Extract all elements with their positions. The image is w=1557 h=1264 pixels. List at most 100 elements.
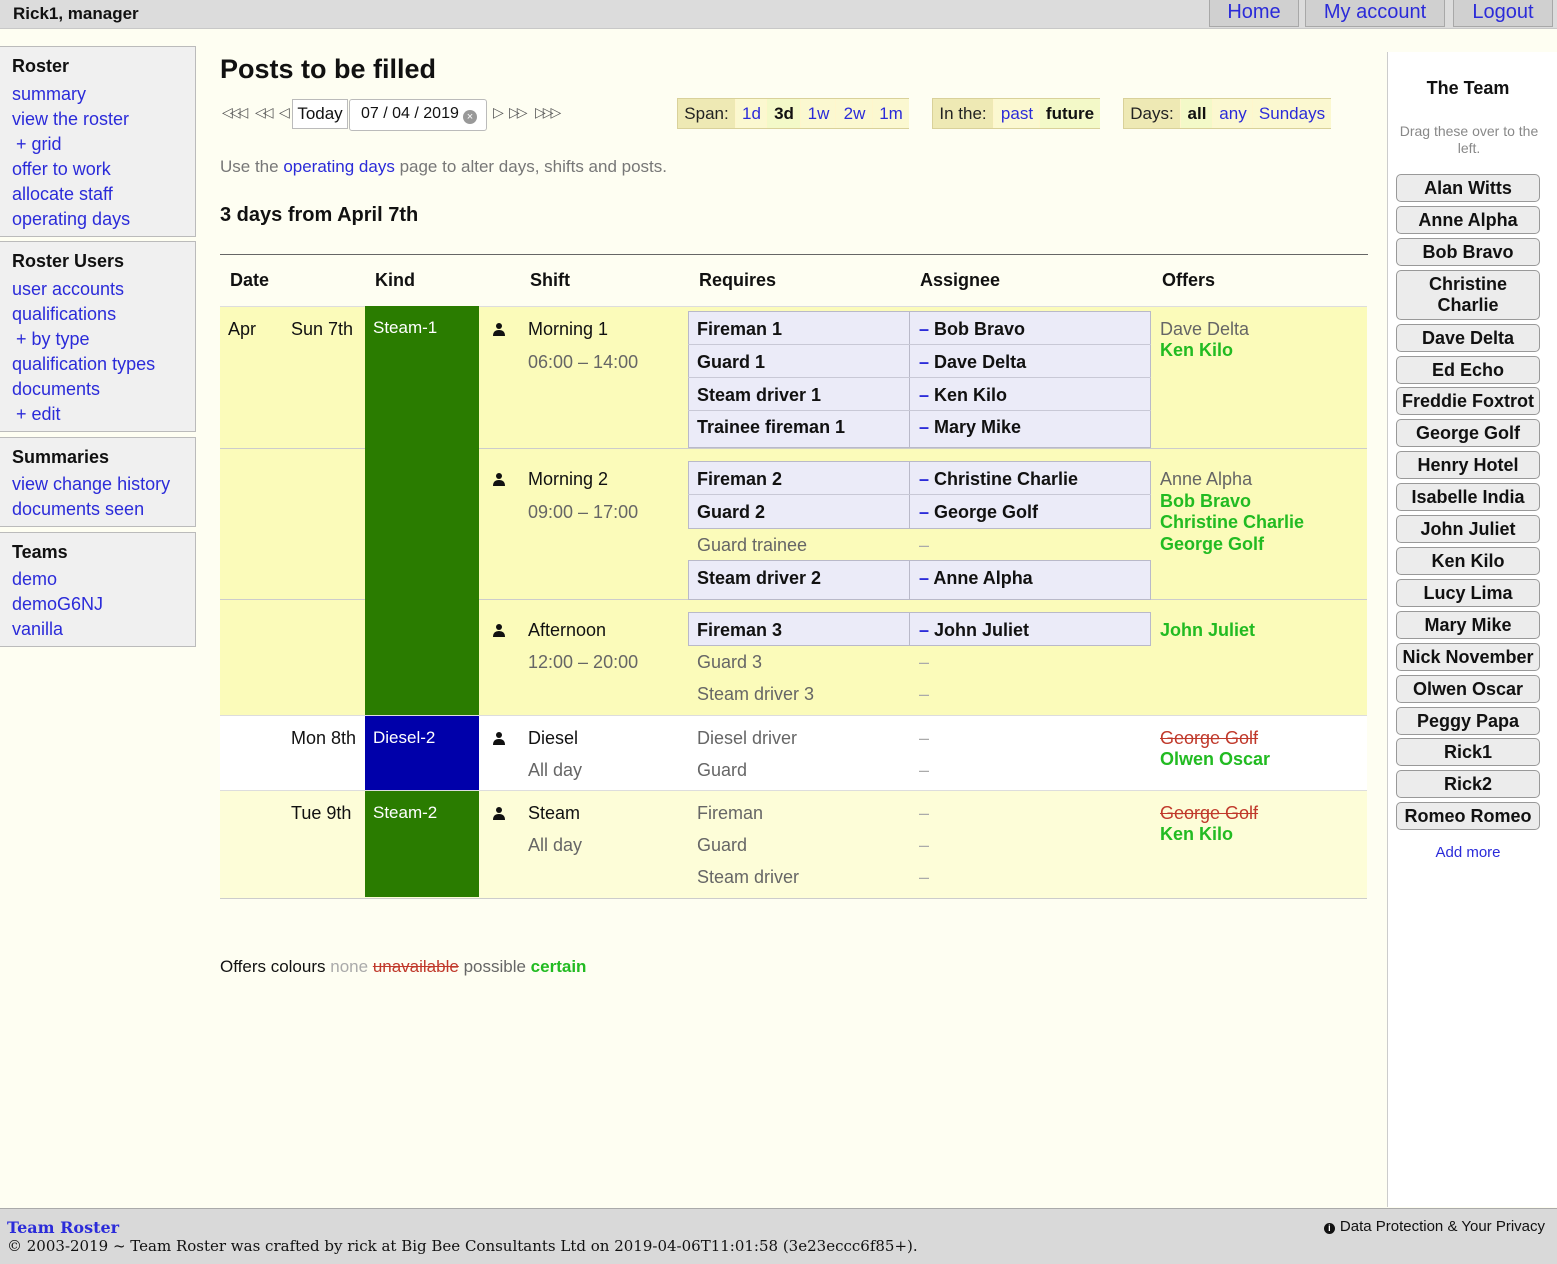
back-day-icon[interactable]: ◁ (279, 104, 290, 120)
assignee[interactable]: – Mary Mike (919, 417, 1021, 438)
days-any[interactable]: any (1212, 99, 1253, 128)
team-member[interactable]: Romeo Romeo (1396, 802, 1540, 830)
empty-assignee[interactable]: – (919, 535, 930, 555)
offer-certain[interactable]: Christine Charlie (1160, 512, 1305, 532)
offer-certain[interactable]: Ken Kilo (1160, 824, 1234, 844)
home-button[interactable]: Home (1209, 0, 1299, 27)
team-member[interactable]: Peggy Papa (1396, 707, 1540, 735)
span-1d[interactable]: 1d (735, 99, 767, 128)
sidebar-item-team-demog6nj[interactable]: demoG6NJ (12, 594, 104, 614)
inthe-future[interactable]: future (1039, 99, 1100, 128)
privacy-link[interactable]: i Data Protection & Your Privacy (1323, 1218, 1545, 1235)
span-1m[interactable]: 1m (872, 99, 909, 128)
span-3d[interactable]: 3d (766, 99, 801, 128)
team-member[interactable]: Christine Charlie (1396, 270, 1540, 320)
sidebar-item-grid[interactable]: + grid (16, 134, 62, 154)
offer-possible[interactable]: Dave Delta (1160, 319, 1250, 339)
back-month-icon[interactable]: ◁◁◁ (222, 104, 248, 120)
team-member[interactable]: Freddie Foxtrot (1396, 387, 1540, 415)
kind-steam-2[interactable]: Steam-2 (365, 791, 479, 897)
empty-assignee[interactable]: – (919, 684, 930, 704)
empty-assignee[interactable]: – (919, 835, 930, 855)
team-member[interactable]: Mary Mike (1396, 611, 1540, 639)
shift-name[interactable]: Morning 1 (528, 319, 609, 339)
team-member[interactable]: Rick2 (1396, 770, 1540, 798)
hint-pre: Use the (220, 157, 284, 176)
days-sundays[interactable]: Sundays (1252, 99, 1331, 128)
forward-day-icon[interactable]: ▷ (493, 104, 504, 120)
kind-steam-1[interactable]: Steam-1 (365, 306, 479, 715)
sidebar-item-documents[interactable]: documents (12, 379, 101, 399)
sidebar-item-operating-days[interactable]: operating days (12, 209, 131, 229)
assignee[interactable]: – John Juliet (919, 620, 1029, 641)
kind-diesel-2[interactable]: Diesel-2 (365, 716, 479, 790)
team-member[interactable]: Alan Witts (1396, 174, 1540, 202)
sidebar-item-allocate-staff[interactable]: allocate staff (12, 184, 113, 204)
forward-month-icon[interactable]: ▷▷▷ (535, 104, 561, 120)
offer-certain[interactable]: John Juliet (1160, 620, 1256, 640)
back-week-icon[interactable]: ◁◁ (255, 104, 273, 120)
offer-certain[interactable]: George Golf (1160, 534, 1265, 554)
team-member[interactable]: Olwen Oscar (1396, 675, 1540, 703)
assignee[interactable]: – Bob Bravo (919, 319, 1025, 340)
inthe-past[interactable]: past (993, 99, 1040, 128)
sidebar-item-offer-to-work[interactable]: offer to work (12, 159, 111, 179)
span-2w[interactable]: 2w (835, 99, 873, 128)
empty-assignee[interactable]: – (919, 803, 930, 823)
team-member[interactable]: Dave Delta (1396, 324, 1540, 352)
shift-name[interactable]: Afternoon (528, 620, 607, 640)
offer-certain[interactable]: Olwen Oscar (1160, 749, 1271, 769)
sidebar-item-change-history[interactable]: view change history (12, 474, 171, 494)
sidebar-item-documents-seen[interactable]: documents seen (12, 499, 145, 519)
shift-name[interactable]: Morning 2 (528, 469, 609, 489)
empty-assignee[interactable]: – (919, 867, 930, 887)
clear-date-icon[interactable]: × (463, 110, 477, 124)
sidebar-item-view-roster[interactable]: view the roster (12, 109, 130, 129)
team-member[interactable]: Rick1 (1396, 738, 1540, 766)
offer-certain[interactable]: Ken Kilo (1160, 340, 1234, 360)
empty-assignee[interactable]: – (919, 652, 930, 672)
days-all[interactable]: all (1180, 99, 1213, 128)
sidebar-item-qualification-types[interactable]: qualification types (12, 354, 156, 374)
team-member[interactable]: Anne Alpha (1396, 206, 1540, 234)
forward-week-icon[interactable]: ▷▷ (509, 104, 527, 120)
sidebar-item-qualifications[interactable]: qualifications (12, 304, 117, 324)
team-member[interactable]: Ed Echo (1396, 356, 1540, 384)
assignee[interactable]: – Anne Alpha (919, 568, 1033, 589)
sidebar-item-by-type[interactable]: + by type (16, 329, 90, 349)
sidebar-item-team-vanilla[interactable]: vanilla (12, 619, 64, 639)
team-member[interactable]: Ken Kilo (1396, 547, 1540, 575)
offer-unavailable[interactable]: George Golf (1160, 728, 1259, 748)
footer-brand-link[interactable]: Team Roster (7, 1218, 120, 1237)
sidebar-item-user-accounts[interactable]: user accounts (12, 279, 125, 299)
shift-name[interactable]: Steam (528, 803, 581, 823)
team-member[interactable]: Lucy Lima (1396, 579, 1540, 607)
kind-label: Steam-2 (373, 803, 438, 822)
team-member[interactable]: Henry Hotel (1396, 451, 1540, 479)
team-member[interactable]: Bob Bravo (1396, 238, 1540, 266)
assignee[interactable]: – George Golf (919, 502, 1038, 523)
add-more-link[interactable]: Add more (1435, 844, 1501, 861)
my-account-button[interactable]: My account (1305, 0, 1445, 27)
sidebar-item-team-demo[interactable]: demo (12, 569, 58, 589)
sidebar-item-summary[interactable]: summary (12, 84, 87, 104)
sidebar-item-edit[interactable]: + edit (16, 404, 61, 424)
team-member[interactable]: John Juliet (1396, 515, 1540, 543)
team-member[interactable]: Nick November (1396, 643, 1540, 671)
column-divider (909, 311, 910, 448)
offer-certain[interactable]: Bob Bravo (1160, 491, 1252, 511)
offer-possible[interactable]: Anne Alpha (1160, 469, 1253, 489)
offer-unavailable[interactable]: George Golf (1160, 803, 1259, 823)
empty-assignee[interactable]: – (919, 760, 930, 780)
assignee[interactable]: – Dave Delta (919, 352, 1026, 373)
team-member[interactable]: Isabelle India (1396, 483, 1540, 511)
team-member[interactable]: George Golf (1396, 419, 1540, 447)
assignee[interactable]: – Ken Kilo (919, 385, 1007, 406)
empty-assignee[interactable]: – (919, 728, 930, 748)
today-button[interactable]: Today (292, 99, 348, 129)
logout-button[interactable]: Logout (1453, 0, 1553, 27)
operating-days-link[interactable]: operating days (283, 157, 395, 176)
assignee[interactable]: – Christine Charlie (919, 469, 1078, 490)
shift-name[interactable]: Diesel (528, 728, 579, 748)
span-1w[interactable]: 1w (800, 99, 836, 128)
